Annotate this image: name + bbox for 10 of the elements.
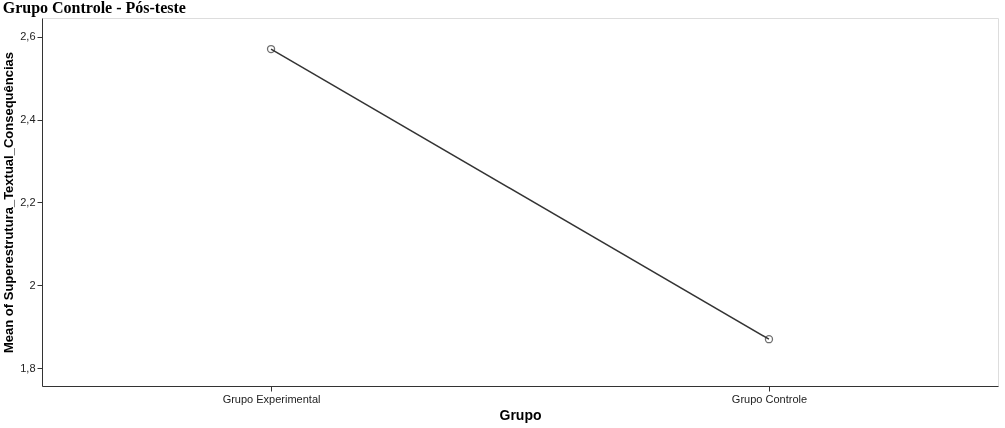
y-tick-label: 2,4: [20, 113, 36, 126]
y-tick-label: 2,6: [20, 30, 36, 43]
x-tick-label: Grupo Experimental: [222, 392, 321, 405]
y-tick-label: 2: [29, 278, 36, 291]
x-tick-label: Grupo Controle: [731, 392, 808, 405]
x-axis-title: Grupo: [499, 406, 542, 423]
chart-title: Grupo Controle - Pós-teste: [2, 0, 186, 17]
y-tick-label: 2,2: [20, 195, 36, 208]
y-tick-label: 1,8: [20, 361, 36, 374]
y-axis-title: Mean of Superestrutura_Textual_Consequências: [1, 51, 17, 354]
